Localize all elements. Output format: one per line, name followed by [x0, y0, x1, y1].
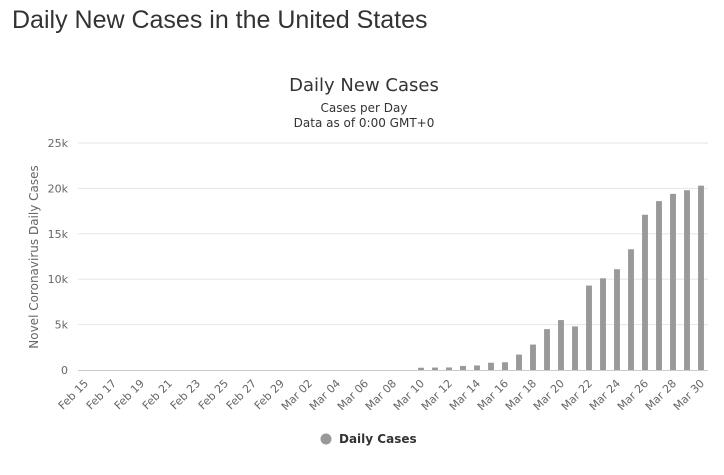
- legend-marker: [320, 433, 332, 445]
- x-tick-label: Feb 23: [168, 377, 203, 412]
- bar[interactable]: [460, 365, 466, 370]
- bar[interactable]: [698, 185, 704, 370]
- x-tick-label: Feb 17: [84, 377, 119, 412]
- bar[interactable]: [502, 362, 508, 370]
- chart-subtitle: Cases per Day: [321, 101, 408, 115]
- legend[interactable]: Daily Cases: [320, 432, 417, 446]
- bar[interactable]: [670, 193, 676, 370]
- bar[interactable]: [600, 278, 606, 370]
- x-tick-label: Feb 19: [112, 377, 147, 412]
- bar[interactable]: [558, 320, 564, 370]
- bar[interactable]: [628, 249, 634, 370]
- bar[interactable]: [446, 367, 452, 370]
- x-tick-label: Feb 25: [196, 377, 231, 412]
- bars: [418, 185, 704, 370]
- legend-label: Daily Cases: [339, 432, 417, 446]
- x-tick-label: Feb 27: [224, 377, 259, 412]
- gridlines: [78, 142, 708, 326]
- y-tick-label: 10k: [48, 273, 69, 286]
- x-tick-label: Feb 21: [140, 377, 175, 412]
- bar[interactable]: [572, 326, 578, 370]
- bar[interactable]: [614, 269, 620, 370]
- chart-subtitle-data-date: Data as of 0:00 GMT+0: [294, 116, 435, 130]
- y-tick-label: 0: [61, 364, 68, 377]
- y-tick-label: 5k: [55, 319, 69, 332]
- y-tick-label: 15k: [48, 228, 69, 241]
- y-axis-ticks: 0 5k 10k 15k 20k 25k: [48, 137, 69, 377]
- y-tick-label: 25k: [48, 137, 69, 150]
- x-tick-label: Mar 30: [671, 377, 707, 413]
- bar[interactable]: [474, 365, 480, 370]
- x-tick-label: Feb 15: [56, 377, 91, 412]
- chart-title: Daily New Cases: [289, 75, 439, 96]
- bar[interactable]: [544, 329, 550, 370]
- bar[interactable]: [516, 354, 522, 370]
- bar[interactable]: [418, 367, 424, 370]
- y-axis-title: Novel Coronavirus Daily Cases: [27, 165, 41, 348]
- bar[interactable]: [684, 190, 690, 370]
- bar[interactable]: [656, 201, 662, 370]
- bar[interactable]: [642, 214, 648, 370]
- bar[interactable]: [432, 367, 438, 370]
- bar[interactable]: [488, 362, 494, 370]
- bar[interactable]: [530, 344, 536, 370]
- y-tick-label: 20k: [48, 182, 69, 195]
- page-heading: Daily New Cases in the United States: [12, 6, 428, 34]
- bar[interactable]: [586, 285, 592, 370]
